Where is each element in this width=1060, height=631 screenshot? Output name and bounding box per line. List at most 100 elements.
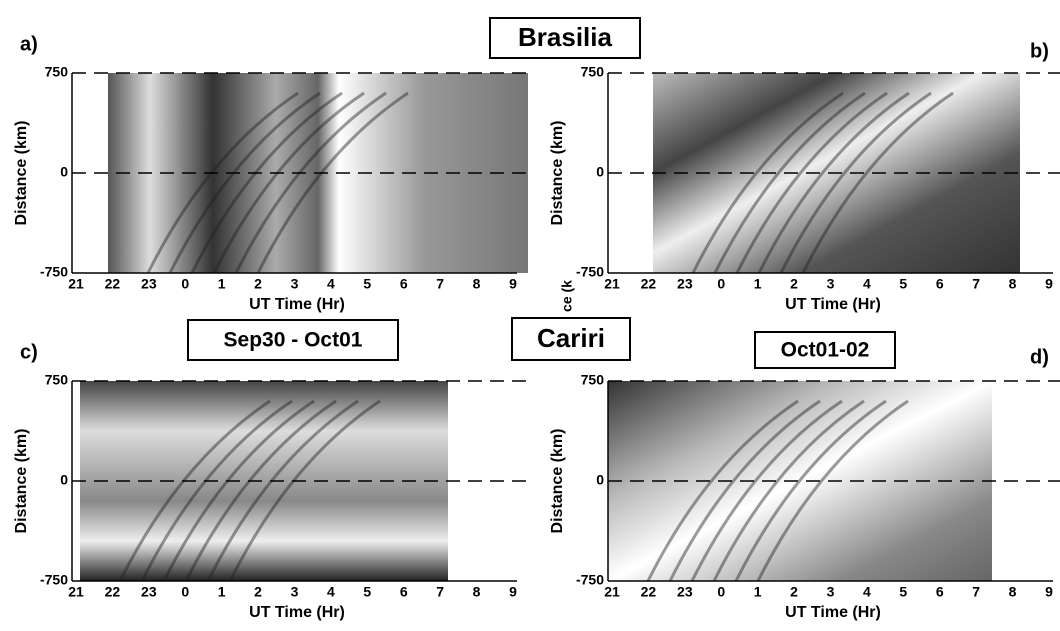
y-axis-label: Distance (km) <box>13 429 30 534</box>
panel-letter: b) <box>1030 40 1049 62</box>
wave-streak <box>712 399 865 582</box>
y-axis-label: Distance (km) <box>549 429 566 534</box>
x-tick-label: 1 <box>754 584 762 600</box>
x-tick-label: 4 <box>327 584 335 600</box>
x-tick-label: 0 <box>717 276 725 292</box>
y-tick-label: 0 <box>60 164 68 180</box>
x-tick-label: 1 <box>218 584 226 600</box>
x-tick-label: 5 <box>363 276 371 292</box>
x-tick-label: 3 <box>827 276 835 292</box>
wave-streak <box>735 91 888 274</box>
header: Cariri <box>537 323 605 353</box>
x-tick-label: 22 <box>641 276 657 292</box>
header: Brasilia <box>518 22 612 52</box>
x-tick-label: 21 <box>68 584 84 600</box>
x-tick-label: 4 <box>327 276 335 292</box>
wave-streak <box>206 399 359 582</box>
wave-streak <box>713 91 866 274</box>
x-tick-label: 8 <box>1009 276 1017 292</box>
wave-streak <box>190 91 343 274</box>
x-tick-label: 3 <box>291 276 299 292</box>
x-tick-label: 23 <box>141 584 157 600</box>
x-axis-label: UT Time (Hr) <box>249 296 345 313</box>
x-tick-label: 8 <box>1009 584 1017 600</box>
wave-streak <box>734 399 887 582</box>
x-tick-label: 4 <box>863 584 871 600</box>
panel-letter: a) <box>20 33 38 55</box>
x-tick-label: 2 <box>790 584 798 600</box>
x-tick-label: 4 <box>863 276 871 292</box>
x-axis-label: UT Time (Hr) <box>785 296 881 313</box>
y-tick-label: 0 <box>60 472 68 488</box>
wave-streak <box>146 91 299 274</box>
header-box <box>489 17 641 59</box>
x-tick-label: 5 <box>899 276 907 292</box>
wave-streak <box>234 91 387 274</box>
wave-streak <box>184 399 337 582</box>
x-tick-label: 6 <box>936 276 944 292</box>
x-axis-label: UT Time (Hr) <box>249 604 345 621</box>
wave-streak <box>801 91 954 274</box>
panel-letter: c) <box>20 341 38 363</box>
x-tick-label: 21 <box>68 276 84 292</box>
wave-streak <box>212 91 365 274</box>
y-tick-label: 750 <box>45 64 69 80</box>
x-tick-label: 22 <box>105 276 121 292</box>
x-tick-label: 8 <box>473 584 481 600</box>
y-tick-label: -750 <box>40 264 68 280</box>
x-tick-label: 2 <box>254 276 262 292</box>
y-tick-label: -750 <box>576 572 604 588</box>
x-tick-label: 5 <box>899 584 907 600</box>
x-tick-label: 9 <box>509 276 517 292</box>
x-tick-label: 0 <box>717 584 725 600</box>
x-axis-label: UT Time (Hr) <box>785 604 881 621</box>
x-tick-label: 23 <box>677 584 693 600</box>
x-tick-label: 0 <box>181 276 189 292</box>
header-box <box>511 317 631 361</box>
x-tick-label: 7 <box>436 276 444 292</box>
x-tick-label: 3 <box>291 584 299 600</box>
panel-letter: d) <box>1030 346 1049 368</box>
x-tick-label: 3 <box>827 584 835 600</box>
x-tick-label: 22 <box>641 584 657 600</box>
wave-streak <box>140 399 293 582</box>
wave-streak <box>228 399 381 582</box>
x-tick-label: 23 <box>141 276 157 292</box>
x-tick-label: 8 <box>473 276 481 292</box>
y-tick-label: 750 <box>581 64 605 80</box>
wave-streak <box>118 399 271 582</box>
wave-streak <box>779 91 932 274</box>
x-tick-label: 0 <box>181 584 189 600</box>
x-tick-label: 21 <box>604 276 620 292</box>
y-tick-label: 750 <box>581 372 605 388</box>
y-axis-label: Distance (km) <box>549 121 566 226</box>
wave-streak <box>756 399 909 582</box>
wave-streak <box>168 91 321 274</box>
x-tick-label: 6 <box>400 584 408 600</box>
x-tick-label: 21 <box>604 584 620 600</box>
date-box <box>754 331 896 369</box>
x-tick-label: 22 <box>105 584 121 600</box>
wave-streak <box>757 91 910 274</box>
x-tick-label: 2 <box>790 276 798 292</box>
x-tick-label: 1 <box>754 276 762 292</box>
wave-streak <box>690 399 843 582</box>
wave-streak <box>256 91 409 274</box>
x-tick-label: 9 <box>1045 584 1053 600</box>
y-axis-label: Distance (km) <box>13 121 30 226</box>
y-tick-label: -750 <box>40 572 68 588</box>
x-tick-label: 9 <box>509 584 517 600</box>
wave-streak <box>668 399 821 582</box>
x-tick-label: 7 <box>972 584 980 600</box>
y-tick-label: 750 <box>45 372 69 388</box>
x-tick-label: 7 <box>972 276 980 292</box>
wave-streak <box>646 399 799 582</box>
date-label: Oct01-02 <box>781 339 870 362</box>
stray-label: ce (k <box>559 280 575 312</box>
wave-streak <box>691 91 844 274</box>
wave-streak <box>162 399 315 582</box>
y-tick-label: 0 <box>596 472 604 488</box>
date-box <box>187 319 399 361</box>
x-tick-label: 23 <box>677 276 693 292</box>
